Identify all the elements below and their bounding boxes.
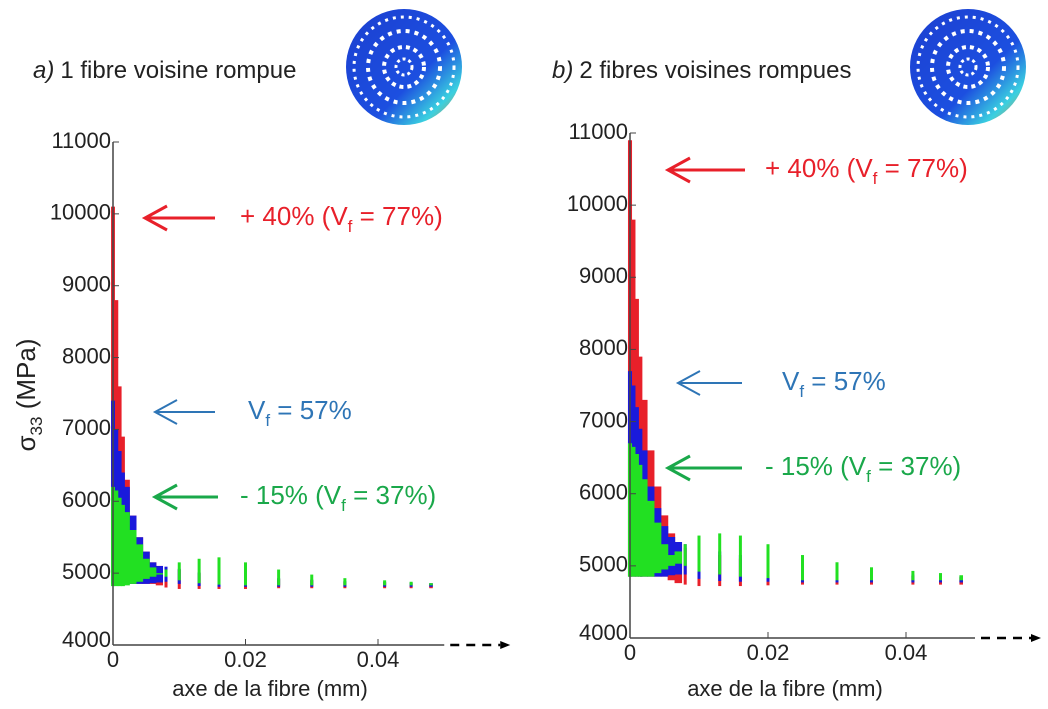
fiber-icon (910, 9, 1026, 125)
arrow-head (664, 156, 691, 184)
annotation-part: = 77%) (877, 153, 967, 183)
y-tick-label: 6000 (579, 480, 628, 505)
x-tick-label: 0.02 (224, 647, 267, 672)
y-tick-label: 4000 (579, 620, 628, 645)
annotation: + 40% (Vf = 77%) (765, 153, 968, 188)
arrow-head (141, 204, 168, 232)
x-axis-label: axe de la fibre (mm) (172, 676, 368, 701)
panel-label: b) (552, 57, 573, 84)
y-axis-label: σ33 (MPa) (11, 339, 46, 452)
y-tick-label: 10000 (50, 200, 111, 225)
chart-title: b) 2 fibres voisines rompues (552, 57, 851, 84)
annotation-part: = 37%) (871, 451, 961, 481)
annotation-part: f (348, 217, 353, 236)
y-tick-label: 7000 (62, 415, 111, 440)
x-tick-label: 0.02 (747, 640, 790, 665)
annotation-part: - 15% (V (765, 451, 867, 481)
annotation: - 15% (Vf = 37%) (240, 480, 436, 515)
y-tick-label: 7000 (579, 407, 628, 432)
annotation-part: V (782, 366, 800, 396)
annotation: Vf = 57% (248, 395, 352, 430)
annotation-part: = 57% (270, 395, 352, 425)
annotation-part: + 40% (V (240, 201, 348, 231)
chart-title: a) 1 fibre voisine rompue (33, 57, 296, 84)
y-axis-label-part: 33 (27, 417, 46, 436)
annotation-part: f (341, 496, 346, 515)
arrow-head (151, 483, 178, 511)
annotation: Vf = 57% (782, 366, 886, 401)
y-tick-label: 5000 (579, 552, 628, 577)
y-tick-label: 10000 (567, 191, 628, 216)
annotation-part: V (248, 395, 266, 425)
x-tick-label: 0.04 (885, 640, 928, 665)
annotation-part: f (873, 169, 878, 188)
y-tick-label: 11000 (51, 128, 111, 153)
title-text: 1 fibre voisine rompue (60, 57, 296, 84)
arrow-head (152, 399, 178, 425)
panel-label: a) (33, 57, 54, 84)
arrow-head (664, 454, 691, 482)
axis-arrowhead (1031, 634, 1041, 642)
annotation-part: = 37%) (346, 480, 436, 510)
y-tick-label: 8000 (579, 335, 628, 360)
y-tick-label: 8000 (62, 343, 111, 368)
x-tick-label: 0 (624, 640, 636, 665)
x-axis-label: axe de la fibre (mm) (687, 676, 883, 701)
y-axis-label-part: σ (11, 435, 41, 451)
annotation-part: - 15% (V (240, 480, 342, 510)
y-tick-label: 5000 (62, 559, 111, 584)
annotation-part: = 77%) (352, 201, 442, 231)
annotation: - 15% (Vf = 37%) (765, 451, 961, 486)
y-tick-label: 11000 (568, 119, 628, 144)
y-axis-label-part: (MPa) (11, 339, 41, 417)
y-tick-label: 6000 (62, 487, 111, 512)
series (627, 140, 964, 587)
y-tick-label: 4000 (62, 627, 111, 652)
fiber-icon (346, 9, 462, 125)
annotation: + 40% (Vf = 77%) (240, 201, 443, 236)
title-text: 2 fibres voisines rompues (579, 57, 851, 84)
annotation-part: f (265, 411, 270, 430)
x-tick-label: 0.04 (357, 647, 400, 672)
annotation-part: f (866, 467, 871, 486)
x-tick-label: 0 (107, 647, 119, 672)
y-tick-label: 9000 (579, 263, 628, 288)
annotation-part: f (799, 382, 804, 401)
axis-arrowhead (500, 641, 511, 649)
annotation-part: = 57% (804, 366, 886, 396)
arrow-head (675, 370, 701, 396)
y-tick-label: 9000 (62, 272, 111, 297)
annotation-part: + 40% (V (765, 153, 873, 183)
